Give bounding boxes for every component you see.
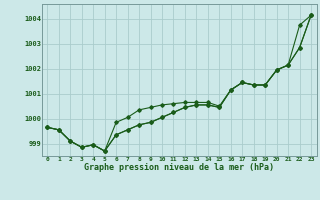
X-axis label: Graphe pression niveau de la mer (hPa): Graphe pression niveau de la mer (hPa) bbox=[84, 163, 274, 172]
